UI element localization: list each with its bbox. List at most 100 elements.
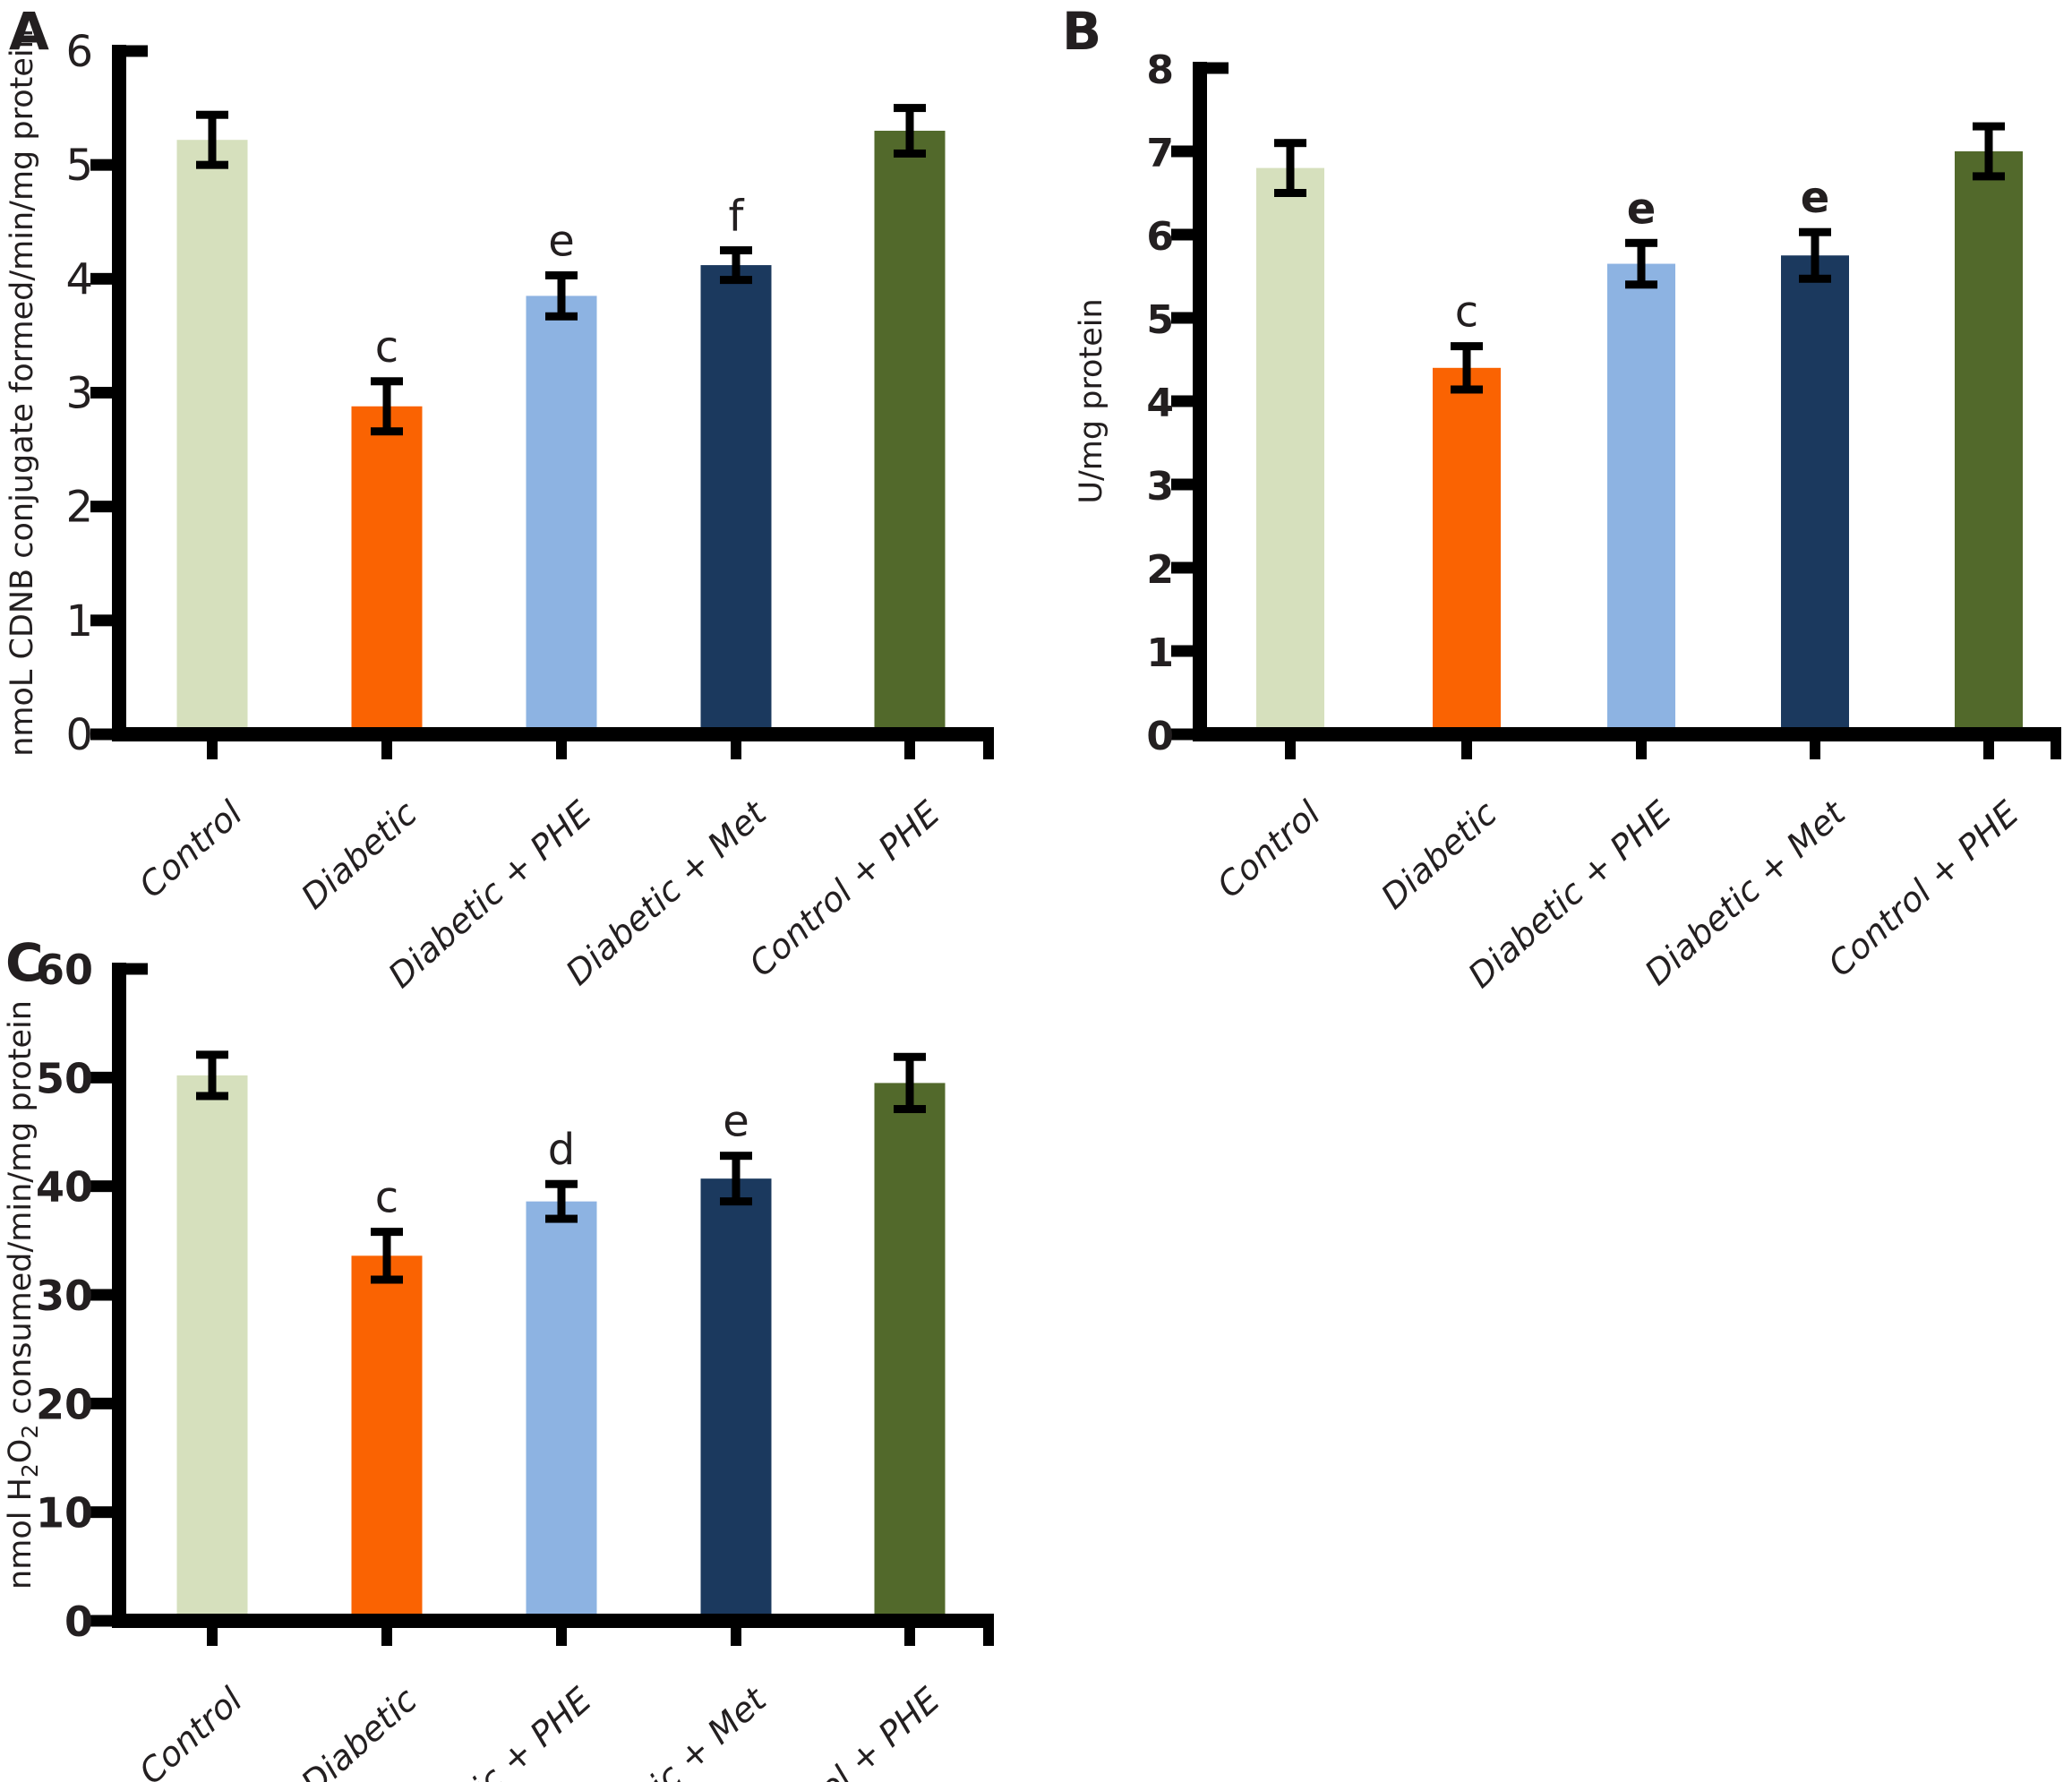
y-tick-label-50: 50 <box>36 1054 93 1102</box>
x-category-label-diabetic: Diabetic <box>294 1680 424 1782</box>
x-tick-control <box>207 1628 218 1646</box>
y-tick <box>1171 312 1193 324</box>
error-bar-cap-top <box>720 246 752 255</box>
error-bar-line <box>382 381 391 432</box>
bar-control <box>1256 167 1324 735</box>
error-bar-cap-bottom <box>545 312 578 321</box>
y-tick-top <box>126 45 148 57</box>
error-bar-cap-top <box>720 1152 752 1161</box>
error-bar-line <box>905 107 914 154</box>
bar-diabetic-met <box>700 265 772 734</box>
y-tick <box>1171 728 1193 741</box>
y-tick-label-1: 1 <box>1146 630 1174 676</box>
x-tick-diabetic <box>1461 741 1472 759</box>
error-bar-cap-bottom <box>196 1092 228 1101</box>
y-tick <box>1171 145 1193 158</box>
error-bar-line <box>382 1231 391 1281</box>
error-bar-control-phe <box>894 1052 926 1114</box>
y-tick <box>1171 561 1193 574</box>
x-axis-line <box>112 1614 994 1628</box>
error-bar-diabetic-phe <box>545 1179 578 1223</box>
error-bar-line <box>1811 232 1819 279</box>
y-tick-label-40: 40 <box>36 1163 93 1212</box>
x-tick-diabetic-met <box>731 741 741 759</box>
bar-diabetic <box>1433 367 1501 734</box>
x-tick-diabetic-phe <box>556 741 567 759</box>
y-tick <box>90 272 112 285</box>
x-axis-line <box>112 727 994 741</box>
error-bar-line <box>732 250 741 280</box>
error-bar-cap-top <box>1451 342 1483 351</box>
error-bar-cap-top <box>196 1050 228 1059</box>
error-bar-cap-bottom <box>1625 280 1657 289</box>
x-category-label-control-phe: Control + PHE <box>741 1680 947 1782</box>
error-bar-cap-top <box>1274 139 1306 148</box>
bar-diabetic <box>351 406 423 734</box>
y-tick-label-60: 60 <box>36 946 93 994</box>
bar-diabetic-phe <box>1607 263 1675 734</box>
x-tick-end <box>2051 741 2061 759</box>
error-bar-line <box>1462 346 1471 390</box>
error-bar-line <box>1984 126 1993 176</box>
y-tick-label-3: 3 <box>65 369 93 419</box>
y-tick-label-4: 4 <box>1146 381 1174 426</box>
error-bar-cap-bottom <box>371 1275 403 1284</box>
sig-letter-diabetic: c <box>375 322 398 373</box>
y-tick <box>90 1180 112 1193</box>
error-bar-cap-top <box>894 1052 926 1061</box>
error-bar-cap-bottom <box>196 160 228 169</box>
error-bar-control-phe <box>1973 122 2005 181</box>
bar-control <box>176 140 248 734</box>
y-tick <box>90 1071 112 1084</box>
bar-diabetic <box>351 1255 423 1621</box>
error-bar-cap-top <box>371 1228 403 1237</box>
y-axis-line <box>1193 62 1207 741</box>
y-tick-top <box>1207 62 1229 74</box>
y-tick-label-3: 3 <box>1146 464 1174 510</box>
error-bar-cap-bottom <box>371 427 403 436</box>
y-tick <box>90 1397 112 1409</box>
x-category-label-control: Control <box>1210 793 1328 905</box>
y-tick-label-6: 6 <box>1146 214 1174 260</box>
error-bar-cap-bottom <box>894 149 926 158</box>
y-tick <box>90 387 112 398</box>
sig-letter-diabetic-met: e <box>1801 173 1830 223</box>
bar-diabetic-phe <box>526 1201 597 1621</box>
y-axis-title-a: nmoL CDNB conjugate formed/min/mg protei… <box>4 29 40 757</box>
error-bar-control <box>1274 139 1306 197</box>
x-category-label-diabetic: Diabetic <box>294 793 424 917</box>
y-tick <box>1171 645 1193 657</box>
x-category-label-diabetic: Diabetic <box>1374 793 1504 917</box>
y-axis-title-c: nmol H2​O2​ consumed/min/mg protein <box>3 1000 43 1589</box>
x-tick-diabetic <box>381 1628 392 1646</box>
error-bar-cap-top <box>894 104 926 113</box>
x-axis-line <box>1193 727 2061 741</box>
y-tick-label-2: 2 <box>65 483 93 533</box>
y-tick <box>90 1289 112 1301</box>
x-tick-control <box>1285 741 1296 759</box>
error-bar-line <box>208 1054 217 1096</box>
bar-control <box>176 1075 248 1621</box>
error-bar-line <box>1286 142 1295 193</box>
error-bar-line <box>905 1057 914 1109</box>
bar-control-phe <box>1955 151 2023 734</box>
error-bar-cap-top <box>1625 238 1657 247</box>
x-tick-end <box>983 741 994 759</box>
error-bar-cap-bottom <box>1799 274 1831 283</box>
y-tick <box>90 501 112 513</box>
x-tick-control-phe <box>904 741 915 759</box>
error-bar-diabetic <box>371 1228 403 1284</box>
y-tick-label-0: 0 <box>1146 714 1174 759</box>
y-tick-label-6: 6 <box>65 27 93 77</box>
x-tick-control-phe <box>1983 741 1994 759</box>
y-tick <box>90 1615 112 1627</box>
sig-letter-diabetic-phe: e <box>548 217 575 267</box>
error-bar-control <box>196 1050 228 1101</box>
error-bar-line <box>732 1155 741 1202</box>
y-axis-line <box>112 45 126 741</box>
x-tick-diabetic-met <box>731 1628 741 1646</box>
